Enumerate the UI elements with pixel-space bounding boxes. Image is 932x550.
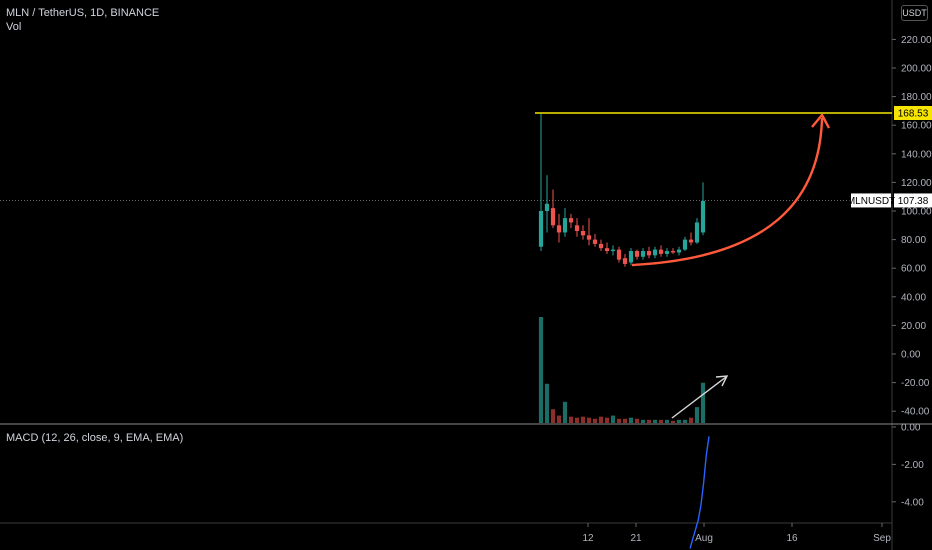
macd-tick-label: -2.00 [901,460,924,471]
currency-button[interactable]: USDT [901,5,928,21]
volume-bar [658,419,664,423]
last-price-tag: 107.38 [898,196,929,207]
macd-line [689,436,710,549]
candle-body [556,225,562,233]
candle-body [538,211,544,247]
candle-body [634,251,640,257]
volume-bar [604,417,610,423]
projection-arrow [631,117,824,267]
volume-bar [640,419,646,423]
volume-arrow-head [715,375,729,387]
symbol-title: MLN / TetherUS, 1D, BINANCE [6,7,160,19]
volume-bar [628,417,634,423]
volume-bar [610,415,616,423]
time-tick-label: 16 [786,533,798,544]
price-tick-label: 120.00 [901,178,932,189]
price-tick-label: 80.00 [901,235,926,246]
volume-bar [634,418,640,423]
volume-bar [688,417,694,423]
price-tick-label: 220.00 [901,35,932,46]
candle-body [676,249,682,253]
candle-body [628,251,634,263]
volume-bar [568,416,574,423]
candle-body [568,218,574,223]
price-tick-label: 0.00 [901,350,921,361]
time-tick-label: Sep [873,533,891,544]
volume-bar [574,417,580,423]
price-tick-label: 40.00 [901,292,926,303]
volume-bar [598,416,604,423]
candle-body [622,258,628,264]
candle-body [694,222,700,243]
volume-bar [646,419,652,423]
candle-body [562,218,568,233]
candle-body [658,249,664,254]
volume-bar [544,383,550,423]
candle-body [688,239,694,243]
price-tick-label: 140.00 [901,149,932,160]
resistance-price-tag: 168.53 [898,109,929,120]
candle-body [550,208,556,226]
candle-body [592,239,598,244]
symbol-tag: MLNUSDT [847,196,895,207]
price-tick-label: 160.00 [901,121,932,132]
resistance-price-tag-bg [894,106,932,121]
time-tick-label: Aug [695,533,713,544]
price-tick-label: -40.00 [901,407,930,418]
macd-tick-label: -4.00 [901,497,924,508]
volume-label: Vol [6,21,22,33]
volume-bar [616,418,622,423]
volume-bar [562,401,568,423]
candle-body [652,249,658,256]
candle-body [580,231,586,236]
volume-bar [652,419,658,423]
candle-body [610,249,616,252]
volume-bar [700,382,706,423]
volume-bar [664,419,670,423]
candle-body [664,251,670,254]
macd-label: MACD (12, 26, close, 9, EMA, EMA) [6,432,184,444]
volume-arrow [671,376,727,419]
price-tick-label: 200.00 [901,64,932,75]
volume-bar [556,415,562,423]
candle-body [682,239,688,250]
volume-bar [682,419,688,423]
candle-body [598,243,604,249]
time-tick-label: 21 [630,533,642,544]
time-tick-label: 12 [582,533,594,544]
candle-body [616,249,622,260]
candle-body [586,235,592,240]
candle-body [646,251,652,256]
projection-arrow-head [811,113,831,129]
candle-body [700,200,706,233]
volume-bar [670,420,676,423]
volume-bar [694,407,700,423]
last-price-tag-bg [894,193,932,208]
macd-tick-label: 0.00 [901,423,921,434]
volume-bar [580,416,586,423]
price-tick-label: -20.00 [901,378,930,389]
volume-bar [550,409,556,423]
volume-bar [592,418,598,423]
candle-body [574,225,580,232]
symbol-tag-bg [851,193,891,208]
candle-body [670,251,676,253]
volume-bar [586,417,592,423]
volume-bar [622,418,628,423]
price-tick-label: 100.00 [901,207,932,218]
price-tick-label: 180.00 [901,92,932,103]
price-tick-label: 60.00 [901,264,926,275]
volume-bar [676,419,682,423]
price-tick-label: 20.00 [901,321,926,332]
candle-body [604,248,610,252]
candle-body [640,251,646,257]
volume-bar [538,317,544,423]
candle-body [544,203,550,211]
